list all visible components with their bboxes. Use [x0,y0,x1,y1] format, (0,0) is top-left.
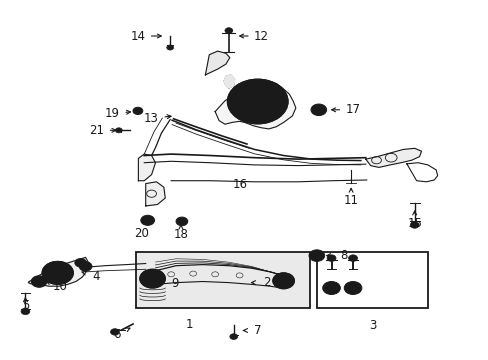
Text: 7: 7 [253,324,261,337]
Circle shape [326,255,335,261]
Circle shape [31,276,47,287]
Circle shape [133,107,142,114]
Polygon shape [145,182,165,206]
Circle shape [75,258,86,267]
Text: 21: 21 [89,124,104,137]
Circle shape [227,79,287,124]
Bar [136,252,309,308]
Text: 12: 12 [254,30,268,42]
Text: 13: 13 [144,112,159,125]
Circle shape [110,329,119,335]
Circle shape [348,255,357,261]
Text: 20: 20 [134,227,149,240]
Text: 17: 17 [345,103,360,116]
Bar [316,252,427,308]
Polygon shape [28,257,89,286]
Polygon shape [215,81,295,129]
Text: 9: 9 [170,277,178,290]
Circle shape [272,273,294,289]
Text: 18: 18 [173,228,188,241]
Text: 11: 11 [343,194,358,207]
Text: 5: 5 [21,299,29,312]
Circle shape [409,222,418,228]
Text: 10: 10 [52,280,67,293]
Text: 16: 16 [233,178,247,191]
Text: 1: 1 [185,318,193,330]
Text: 14: 14 [130,30,145,42]
Polygon shape [224,75,234,88]
Circle shape [176,217,187,226]
Circle shape [322,282,340,294]
Circle shape [140,269,165,288]
Circle shape [229,334,237,339]
Circle shape [224,28,232,33]
Polygon shape [205,51,229,75]
Circle shape [21,308,30,315]
Text: 8: 8 [339,249,347,262]
Polygon shape [138,154,155,181]
Circle shape [115,128,122,133]
Text: 3: 3 [368,319,376,332]
Text: 6: 6 [113,328,121,341]
Circle shape [308,250,324,261]
Text: 2: 2 [262,276,270,289]
Circle shape [79,262,92,271]
Circle shape [141,215,154,225]
Text: 4: 4 [92,270,100,283]
Circle shape [344,282,361,294]
Text: 19: 19 [105,107,120,120]
Circle shape [310,104,326,116]
Circle shape [166,45,173,50]
Polygon shape [365,148,421,167]
Text: 15: 15 [407,217,421,230]
Circle shape [42,261,73,284]
